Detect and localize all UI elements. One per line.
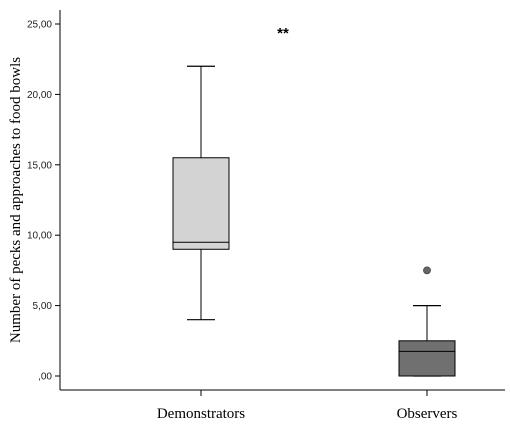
boxes [172,65,456,377]
box-iqr [172,157,230,250]
box-demonstrators [172,65,230,321]
y-tick-label: 10,00 [27,231,52,242]
x-ticks: Demonstrators Observers [157,390,458,422]
y-ticks: ,00 5,00 10,00 15,00 20,00 25,00 [27,20,60,383]
significance-annotation: ** [277,25,289,42]
y-axis-label: Number of pecks and approaches to food b… [8,57,24,343]
y-tick-label: 15,00 [27,160,52,171]
box-observers [398,266,456,377]
y-tick-label: 20,00 [27,90,52,101]
outlier-point [423,266,431,275]
y-tick-label: ,00 [38,372,52,383]
x-tick-label: Observers [397,406,458,422]
y-tick-label: 5,00 [33,301,53,312]
x-tick-label: Demonstrators [157,406,245,422]
box-iqr [398,340,456,377]
y-tick-label: 25,00 [27,20,52,31]
